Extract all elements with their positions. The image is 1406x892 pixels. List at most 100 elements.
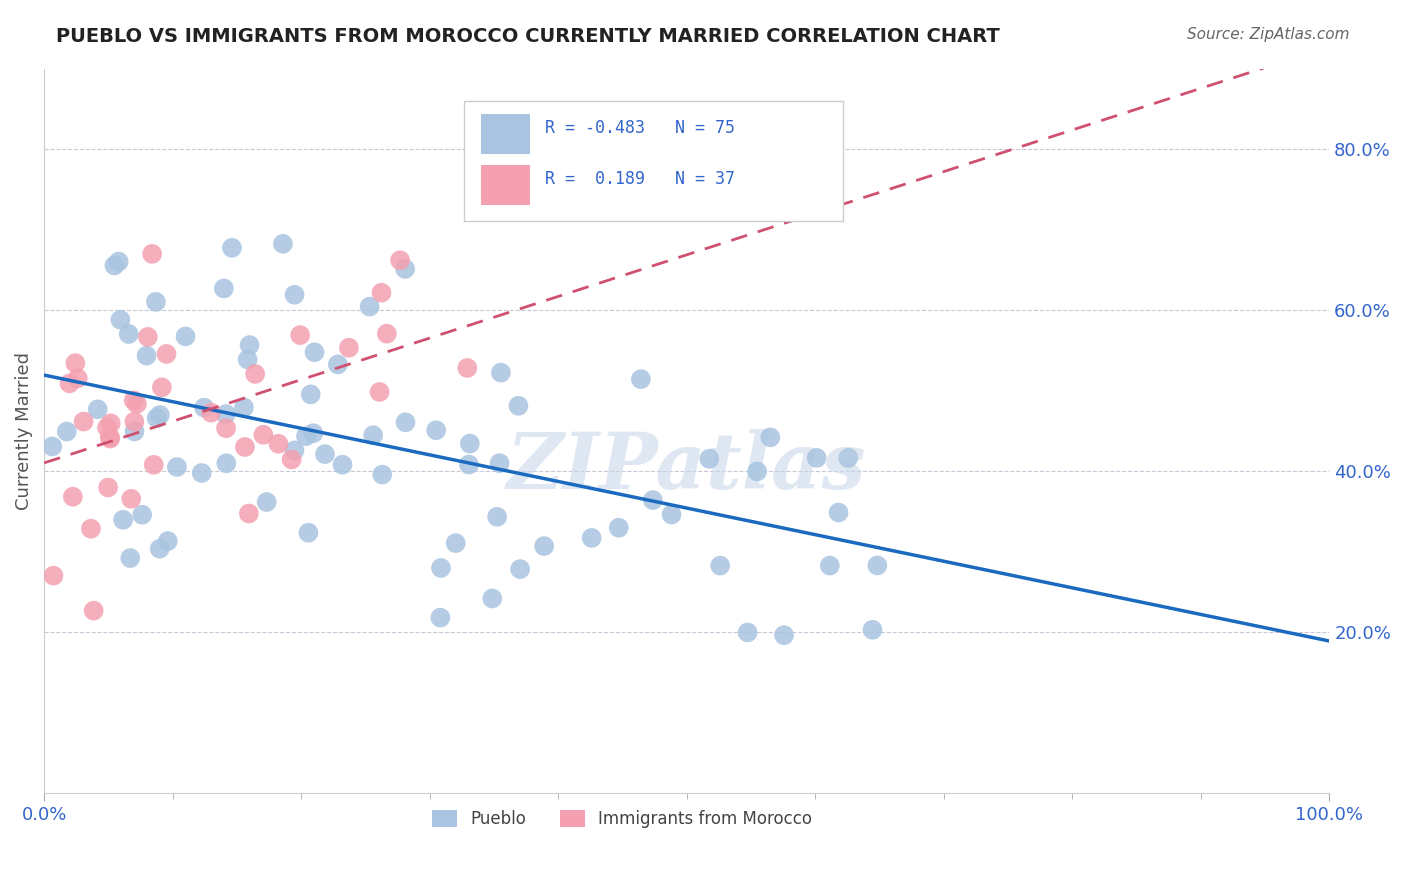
Point (837, 450, 859, 465)
Point (458, 458, 481, 472)
Point (238, 507, 260, 521)
Text: Source: ZipAtlas.com: Source: ZipAtlas.com (1187, 27, 1350, 42)
Point (256, 495, 278, 509)
Point (581, 531, 603, 545)
Point (80, 522, 103, 536)
Point (866, 558, 889, 573)
Point (141, 247, 163, 261)
Point (124, 425, 146, 439)
Point (125, 397, 148, 411)
Point (98, 430, 121, 444)
Point (120, 551, 142, 566)
Point (295, 429, 318, 443)
Point (280, 452, 302, 467)
Point (371, 467, 394, 482)
Point (58, 376, 80, 391)
Point (124, 415, 146, 429)
Point (661, 508, 683, 522)
Point (697, 451, 720, 466)
Legend: Pueblo, Immigrants from Morocco: Pueblo, Immigrants from Morocco (426, 804, 820, 835)
Point (818, 558, 841, 573)
Point (112, 513, 135, 527)
Point (215, 407, 238, 421)
Point (100, 417, 122, 431)
Point (215, 456, 238, 470)
Point (221, 241, 243, 255)
Text: PUEBLO VS IMMIGRANTS FROM MOROCCO CURRENTLY MARRIED CORRELATION CHART: PUEBLO VS IMMIGRANTS FROM MOROCCO CURREN… (56, 27, 1000, 45)
Point (86, 402, 108, 417)
Point (488, 456, 510, 470)
Point (215, 421, 238, 435)
Point (135, 349, 157, 363)
Point (332, 458, 354, 472)
Text: ZIPatlas: ZIPatlas (508, 428, 866, 505)
Point (122, 393, 145, 408)
Y-axis label: Currently Married: Currently Married (15, 351, 32, 509)
Point (806, 450, 828, 465)
Point (155, 347, 177, 361)
Point (62, 490, 84, 504)
Point (243, 367, 266, 381)
Point (97, 481, 120, 495)
Point (481, 591, 503, 606)
Point (238, 338, 260, 352)
Point (212, 281, 235, 295)
Point (150, 380, 173, 394)
Point (444, 536, 467, 550)
Point (607, 521, 630, 535)
Point (297, 525, 319, 540)
Point (107, 254, 129, 268)
Text: R =  0.189   N = 37: R = 0.189 N = 37 (546, 169, 735, 187)
Point (533, 539, 555, 553)
Point (394, 415, 416, 429)
Point (737, 625, 759, 640)
Point (394, 261, 416, 276)
Point (149, 408, 172, 422)
Point (156, 534, 179, 549)
Point (288, 328, 311, 343)
Point (314, 447, 336, 461)
Point (709, 558, 731, 573)
Point (630, 372, 652, 386)
Point (389, 253, 412, 268)
Point (131, 508, 153, 522)
Point (83, 604, 105, 618)
Point (136, 330, 159, 344)
Point (145, 294, 167, 309)
Point (174, 329, 197, 343)
Point (458, 436, 481, 450)
Point (827, 506, 849, 520)
Point (72, 415, 94, 429)
FancyBboxPatch shape (481, 114, 530, 154)
Point (118, 326, 141, 341)
Point (430, 561, 453, 575)
Point (304, 345, 326, 359)
Point (236, 352, 259, 367)
Point (66, 371, 89, 385)
FancyBboxPatch shape (464, 101, 844, 220)
Point (267, 436, 290, 450)
Point (233, 440, 256, 454)
Point (271, 236, 294, 251)
Point (486, 509, 509, 524)
Point (747, 464, 769, 478)
Point (368, 384, 391, 399)
Point (252, 427, 274, 442)
Point (759, 430, 782, 444)
Point (299, 387, 322, 401)
Point (200, 406, 222, 420)
Point (110, 312, 132, 326)
Point (98, 432, 121, 446)
Point (862, 623, 884, 637)
Point (232, 401, 254, 415)
Point (509, 562, 531, 576)
Point (120, 491, 142, 506)
FancyBboxPatch shape (481, 165, 530, 204)
Point (65, 356, 87, 370)
Point (508, 399, 530, 413)
Point (193, 401, 215, 415)
Point (302, 426, 325, 441)
Point (429, 610, 451, 624)
Point (190, 466, 212, 480)
Point (370, 285, 392, 300)
